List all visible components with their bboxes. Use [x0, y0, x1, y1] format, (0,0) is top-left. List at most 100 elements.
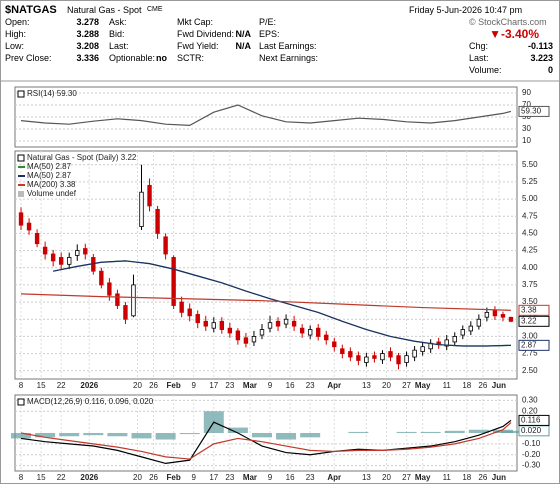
candle-body [412, 349, 417, 358]
last-value-box [518, 339, 550, 351]
histogram-bar [155, 433, 176, 440]
x-tick-label: 26 [478, 381, 487, 390]
candle-body [251, 336, 257, 343]
x-tick-label: 13 [362, 473, 371, 482]
candle-body [299, 327, 305, 334]
x-tick-label: 2026 [80, 473, 98, 482]
x-tick-label: May [415, 473, 431, 482]
x-tick-label: 20 [133, 381, 142, 390]
x-tick-label: 22 [57, 381, 66, 390]
x-tick-label: 17 [209, 381, 218, 390]
candle-body [396, 355, 401, 365]
field-label: Low: [5, 41, 25, 51]
last-value-label: 59.30 [521, 107, 542, 116]
source: © StockCharts.com [469, 17, 547, 27]
date: Friday 5-Jun-2026 10:47 pm [409, 5, 523, 15]
histogram-bar [83, 433, 104, 436]
symbol: $NATGAS [5, 4, 57, 16]
field-label: Chg: [469, 41, 489, 51]
candle-body [340, 348, 345, 354]
histogram-bar [468, 429, 489, 433]
candle-body [291, 320, 297, 327]
field-label: SCTR: [177, 53, 204, 63]
field-label: Open: [5, 17, 30, 27]
x-tick-label: 2026 [80, 381, 98, 390]
candle-body [307, 329, 313, 336]
candle-body [115, 293, 120, 306]
x-tick-label: 18 [462, 473, 471, 482]
legend-label: MA(50) 2.87 [27, 162, 72, 171]
y-tick-label: 3.00 [522, 332, 538, 341]
y-tick-label: 5.00 [522, 194, 538, 203]
field-label: Optionable: [109, 53, 156, 63]
legend-label: Volume undef [27, 189, 77, 198]
candle-body [420, 346, 425, 352]
x-tick-label: 20 [382, 381, 391, 390]
candle-body [155, 208, 160, 234]
field-label: EPS: [259, 29, 280, 39]
candle-body [259, 329, 265, 336]
candle-body [267, 322, 273, 329]
legend-label: MA(50) 2.87 [27, 171, 72, 180]
x-tick-label: 15 [37, 473, 46, 482]
field-value: 3.278 [76, 17, 99, 27]
field-label: Last: [469, 53, 489, 63]
legend-icon [17, 154, 25, 162]
series-line [20, 422, 512, 460]
candle-body [227, 327, 233, 334]
field-label: Fwd Yield: [177, 41, 219, 51]
x-tick-label: 22 [57, 473, 66, 482]
field-label: Last Earnings: [259, 41, 317, 51]
x-tick-label: 26 [149, 473, 158, 482]
candle-body [380, 353, 385, 361]
candle-body [18, 212, 24, 226]
y-tick-label: 3.75 [522, 280, 538, 289]
x-tick-label: Feb [167, 381, 181, 390]
candle-body [492, 309, 498, 317]
field-value: -0.113 [527, 41, 553, 51]
x-tick-label: 18 [462, 381, 471, 390]
x-tick-label: Mar [243, 381, 257, 390]
histogram-bar [420, 431, 441, 433]
candle-body [26, 222, 32, 231]
x-tick-label: 23 [306, 381, 315, 390]
candle-body [372, 355, 377, 359]
x-tick-label: 13 [362, 381, 371, 390]
y-tick-label: 2.50 [522, 366, 538, 375]
x-tick-label: 9 [191, 473, 196, 482]
x-tick-label: 8 [19, 381, 24, 390]
last-value-label: 0.020 [521, 426, 542, 435]
x-tick-label: 11 [443, 381, 452, 390]
histogram-bar [348, 431, 369, 433]
field-value: 0 [547, 65, 553, 75]
candle-body [484, 311, 490, 318]
x-tick-label: May [415, 381, 431, 390]
y-tick-label: 4.25 [522, 246, 538, 255]
histogram-bar [276, 433, 297, 440]
field-value: 3.288 [76, 29, 99, 39]
candle-body [283, 318, 289, 325]
candle-body [123, 305, 128, 320]
y-tick-label: 0.20 [522, 406, 538, 415]
x-tick-label: 26 [478, 473, 487, 482]
histogram-bar [500, 430, 521, 433]
y-tick-label: 4.75 [522, 211, 538, 220]
y-tick-label: 5.25 [522, 177, 538, 186]
panel-title: Natural Gas - Spot (Daily) 3.22 [27, 153, 137, 162]
x-tick-label: 23 [306, 473, 315, 482]
x-tick-label: 9 [191, 381, 196, 390]
x-tick-label: 17 [209, 473, 218, 482]
y-tick-label: 4.00 [522, 263, 538, 272]
last-value-box [518, 105, 550, 117]
candle-body [508, 316, 514, 322]
y-tick-label: 30 [522, 124, 531, 133]
quote-header: $NATGAS Natural Gas - Spot CME Friday 5-… [1, 1, 559, 81]
y-tick-label: 90 [522, 88, 531, 97]
x-tick-label: Jun [492, 381, 506, 390]
candle-body [460, 329, 465, 336]
x-tick-label: 26 [149, 381, 158, 390]
field-value: no [156, 53, 167, 63]
y-tick-label: -0.30 [522, 461, 541, 470]
